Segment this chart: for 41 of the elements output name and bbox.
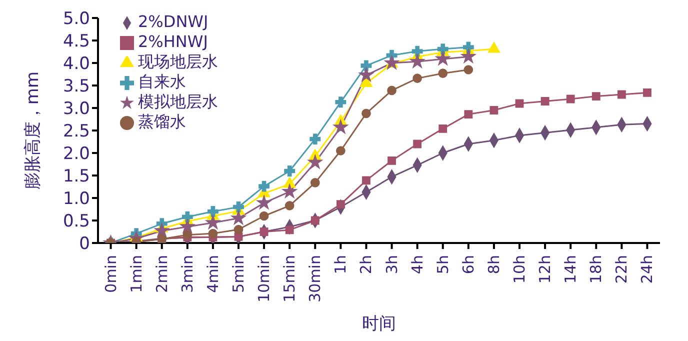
x-tick-label: 2h bbox=[357, 255, 376, 274]
legend-label: 现场地层水 bbox=[138, 52, 218, 71]
y-tick-label: 0 bbox=[79, 234, 90, 254]
x-tick-label: 3min bbox=[178, 255, 196, 293]
x-tick-label: 15min bbox=[280, 255, 299, 302]
x-tick-label: 3h bbox=[382, 255, 401, 274]
x-tick-label: 8h bbox=[484, 255, 503, 274]
legend-label: 2%DNWJ bbox=[138, 12, 208, 31]
x-tick-label: 6h bbox=[459, 255, 478, 274]
legend-label: 蒸馏水 bbox=[138, 112, 186, 131]
x-tick-label: 22h bbox=[612, 255, 631, 284]
x-tick-label: 1min bbox=[127, 255, 146, 293]
x-tick-label: 14h bbox=[562, 255, 580, 284]
x-tick-label: 24h bbox=[638, 255, 656, 284]
x-tick-label: 4min bbox=[204, 255, 222, 293]
x-tick-label: 10h bbox=[510, 255, 528, 284]
y-tick-label: 1.5 bbox=[62, 166, 90, 187]
y-tick-label: 0.5 bbox=[62, 212, 90, 232]
x-tick-label: 4h bbox=[408, 255, 426, 274]
y-tick-label: 5.0 bbox=[62, 9, 90, 30]
y-tick-label: 2.0 bbox=[62, 144, 90, 164]
x-tick-label: 10min bbox=[255, 255, 274, 302]
y-tick-label: 4.0 bbox=[62, 54, 90, 74]
legend-label: 模拟地层水 bbox=[138, 92, 218, 111]
y-tick-label: 4.5 bbox=[62, 32, 90, 52]
x-tick-label: 0min bbox=[102, 255, 120, 293]
legend-label: 2%HNWJ bbox=[138, 32, 208, 51]
y-tick-label: 2.5 bbox=[62, 122, 90, 142]
x-axis-title: 时间 bbox=[362, 314, 396, 334]
x-tick-label: 5h bbox=[434, 255, 452, 274]
y-tick-label: 3.0 bbox=[62, 99, 90, 120]
x-tick-label: 1h bbox=[332, 255, 350, 274]
y-tick-label: 3.5 bbox=[62, 76, 90, 97]
legend-label: 自来水 bbox=[138, 72, 186, 91]
x-tick-label: 2min bbox=[152, 255, 171, 293]
y-axis-title: 膨胀高度，mm bbox=[23, 71, 44, 190]
x-tick-label: 12h bbox=[536, 255, 554, 284]
x-tick-label: 18h bbox=[587, 255, 606, 284]
y-tick-label: 1.0 bbox=[62, 189, 90, 210]
x-tick-label: 30min bbox=[306, 255, 324, 302]
x-tick-label: 5min bbox=[230, 255, 248, 293]
